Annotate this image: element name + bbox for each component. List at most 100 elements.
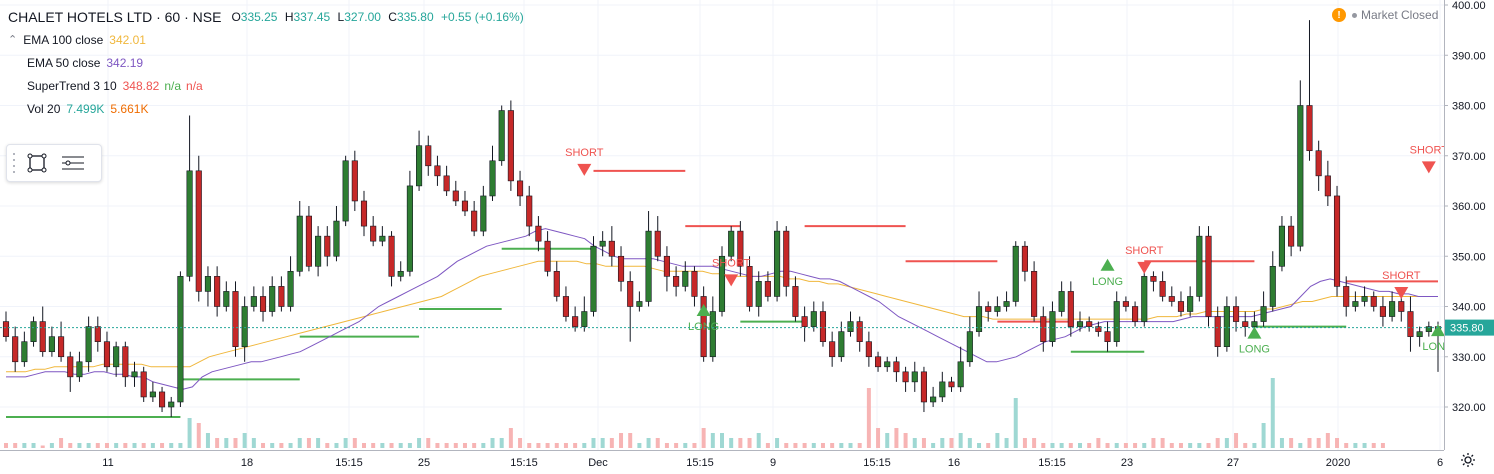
candle bbox=[526, 185, 533, 237]
volume-bar bbox=[738, 438, 743, 448]
candle-up-body bbox=[709, 311, 716, 358]
volume-bar bbox=[820, 443, 825, 448]
candle-up-body bbox=[287, 271, 294, 307]
short-label: SHORT bbox=[565, 147, 604, 159]
volume-bar bbox=[582, 443, 587, 448]
candle bbox=[58, 321, 65, 362]
candle-up-body bbox=[1113, 301, 1120, 342]
chevron-up-icon[interactable]: ⌃ bbox=[8, 34, 18, 46]
volume-bar bbox=[95, 443, 100, 448]
indicator-value: 342.01 bbox=[109, 32, 146, 47]
candle bbox=[645, 211, 652, 307]
volume-bar bbox=[251, 438, 256, 448]
indicator-name: EMA 50 close bbox=[27, 55, 101, 70]
candle-up-body bbox=[1352, 301, 1359, 307]
warning-icon[interactable]: ! bbox=[1332, 8, 1346, 22]
candle bbox=[654, 216, 661, 262]
symbol-title[interactable]: CHALET HOTELS LTD · 60 · NSE bbox=[8, 9, 222, 25]
candle bbox=[1324, 160, 1331, 206]
candle bbox=[617, 246, 625, 292]
volume-bar bbox=[462, 443, 467, 448]
volume-bar bbox=[316, 438, 321, 448]
settings-list-icon[interactable] bbox=[55, 148, 91, 178]
candle bbox=[1058, 281, 1065, 317]
volume-bar bbox=[40, 445, 45, 448]
candle-up-body bbox=[1141, 276, 1148, 322]
candle bbox=[663, 246, 670, 292]
volume-bar bbox=[1234, 433, 1239, 448]
candle bbox=[259, 286, 267, 322]
candle bbox=[810, 301, 817, 332]
volume-bar bbox=[958, 433, 963, 448]
candle bbox=[158, 386, 166, 413]
rectangle-tool-icon[interactable] bbox=[19, 148, 55, 178]
candle bbox=[682, 261, 689, 292]
volume-bar bbox=[114, 443, 119, 448]
candle bbox=[1040, 306, 1047, 352]
open-label: O bbox=[231, 10, 241, 24]
volume-bar bbox=[343, 438, 348, 448]
time-tick-label: 11 bbox=[102, 457, 113, 469]
candle-up-body bbox=[1416, 331, 1423, 337]
candle bbox=[186, 115, 193, 282]
volume-bar bbox=[132, 443, 137, 448]
candle-down-body bbox=[526, 195, 533, 227]
candle bbox=[1021, 241, 1028, 282]
volume-bar bbox=[894, 428, 899, 448]
time-tick-label: 15:15 bbox=[335, 457, 363, 469]
candle-down-body bbox=[608, 240, 615, 257]
candle-up-body bbox=[1278, 225, 1286, 267]
candle-down-body bbox=[39, 321, 46, 353]
market-status[interactable]: ! Market Closed bbox=[1332, 8, 1438, 22]
volume-bar bbox=[141, 443, 146, 448]
indicator-row-supertrend[interactable]: SuperTrend 3 10 348.82 n/a n/a bbox=[8, 74, 528, 97]
candlesticks bbox=[2, 20, 1442, 418]
volume-bar bbox=[325, 443, 330, 448]
indicator-row-ema50[interactable]: EMA 50 close 342.19 bbox=[8, 51, 528, 74]
candle-up-body bbox=[21, 341, 28, 363]
volume-bar bbox=[921, 438, 926, 448]
candle bbox=[278, 276, 285, 312]
candle-down-body bbox=[471, 210, 478, 232]
candle-up-body bbox=[1196, 235, 1203, 297]
candle bbox=[939, 371, 946, 402]
down-arrow-icon bbox=[1421, 161, 1436, 174]
volume-bar bbox=[747, 438, 752, 448]
volume-bar bbox=[1215, 438, 1220, 448]
indicator-row-volume[interactable]: Vol 20 7.499K 5.661K bbox=[8, 97, 528, 120]
candle-up-body bbox=[599, 240, 606, 247]
candle bbox=[397, 261, 404, 282]
volume-bar bbox=[674, 443, 679, 448]
candle bbox=[994, 296, 1001, 317]
candle bbox=[700, 286, 707, 362]
candle-down-body bbox=[1288, 225, 1295, 247]
candle-down-body bbox=[1086, 321, 1093, 327]
volume-bar bbox=[1013, 398, 1018, 448]
indicator-row-ema100[interactable]: ⌃ EMA 100 close 342.01 bbox=[8, 28, 528, 51]
up-arrow-icon bbox=[1100, 258, 1115, 271]
drag-handle[interactable] bbox=[11, 153, 19, 173]
volume-bar bbox=[710, 433, 715, 448]
candle-down-body bbox=[783, 230, 790, 287]
time-axis[interactable]: 11 18 15:15 25 15:15 Dec 15:15 9 15:15 16 15:15 23 2… bbox=[0, 450, 1444, 470]
candle-down-body bbox=[691, 271, 698, 297]
volume-bar bbox=[1114, 443, 1119, 448]
candle bbox=[966, 316, 973, 367]
candle bbox=[122, 341, 129, 387]
price-axis-bg bbox=[1444, 0, 1494, 474]
candle bbox=[76, 351, 83, 382]
candle-down-body bbox=[627, 281, 634, 307]
volume-bar bbox=[22, 443, 27, 448]
candle-down-body bbox=[425, 145, 432, 167]
gear-icon[interactable] bbox=[1460, 452, 1476, 473]
volume-bar bbox=[306, 438, 311, 448]
candle-down-body bbox=[1040, 316, 1047, 342]
candle-down-body bbox=[562, 296, 570, 317]
candle-down-body bbox=[663, 255, 670, 277]
candle-down-body bbox=[452, 190, 459, 202]
candle-down-body bbox=[214, 276, 221, 307]
candle-up-body bbox=[911, 371, 918, 383]
candle-down-body bbox=[654, 230, 661, 257]
